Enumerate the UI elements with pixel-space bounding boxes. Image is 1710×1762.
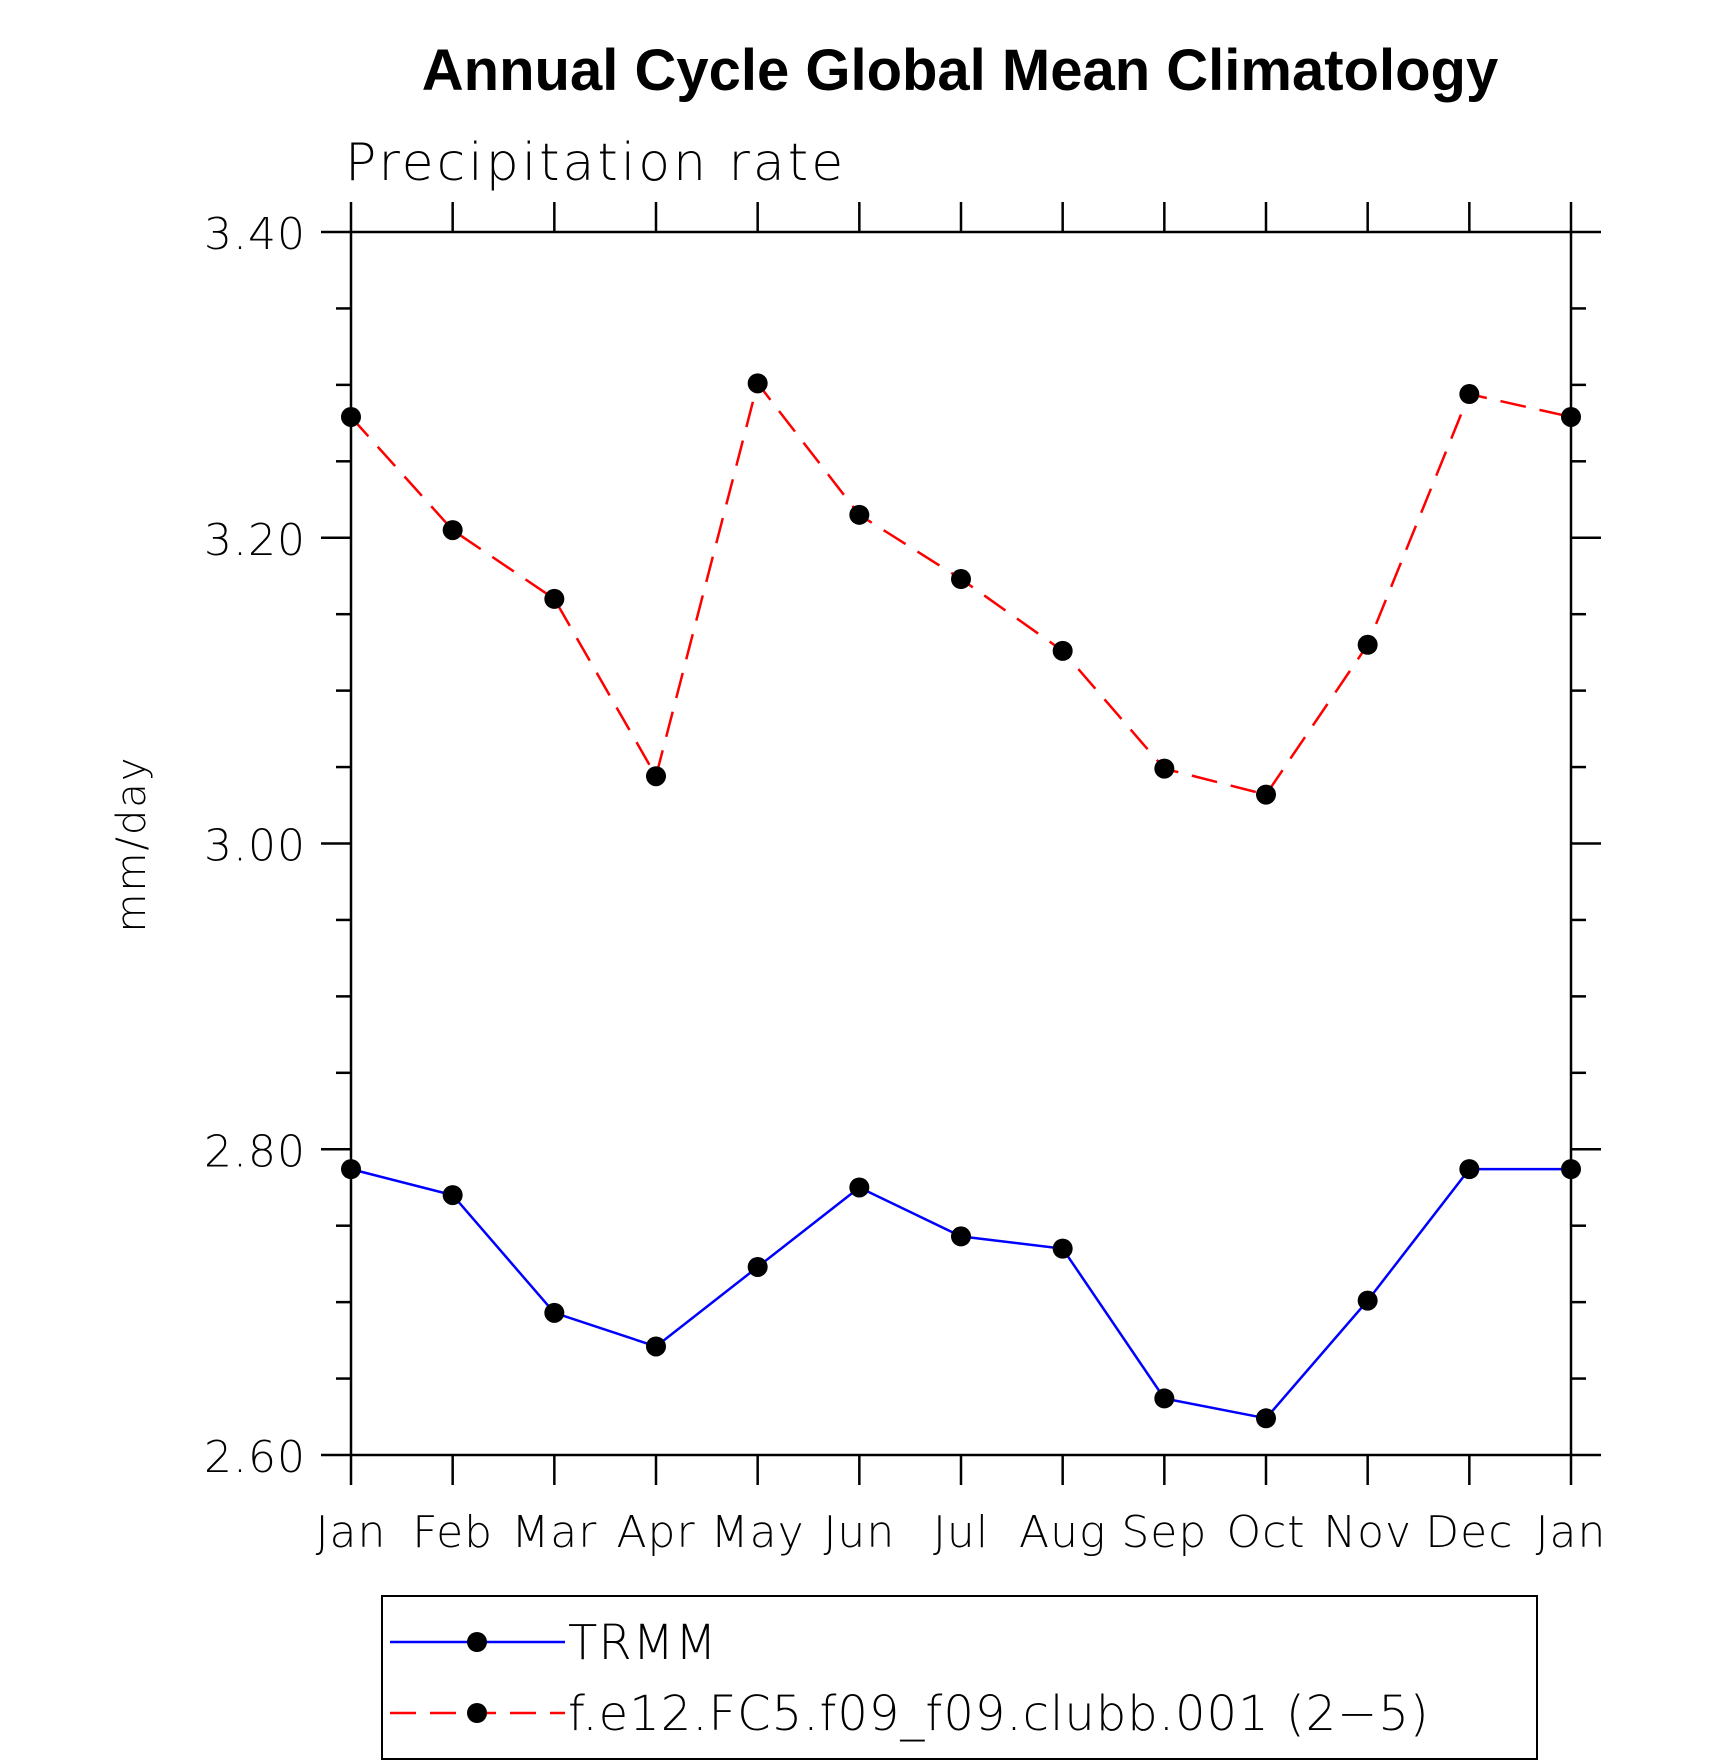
data-point bbox=[442, 1185, 463, 1206]
data-point bbox=[1459, 1159, 1480, 1180]
data-point bbox=[442, 520, 463, 541]
series-line bbox=[350, 1167, 1571, 1420]
data-point bbox=[1357, 634, 1378, 655]
y-axis-label: mm/day bbox=[109, 756, 155, 933]
data-point bbox=[1154, 758, 1175, 779]
x-tick-label: Nov bbox=[1323, 1507, 1412, 1558]
data-point bbox=[341, 1159, 361, 1180]
x-tick-label: May bbox=[711, 1507, 805, 1558]
x-tick-label: Jan bbox=[1536, 1507, 1607, 1558]
data-point bbox=[951, 1226, 971, 1247]
x-tick-label: Apr bbox=[616, 1507, 695, 1558]
data-point bbox=[951, 569, 971, 590]
data-point bbox=[1052, 640, 1073, 661]
x-tick-label: Jul bbox=[933, 1507, 989, 1558]
y-tick-label: 3.20 bbox=[204, 515, 306, 566]
legend-box bbox=[381, 1595, 1538, 1760]
data-point bbox=[646, 1336, 666, 1357]
data-point bbox=[747, 1256, 768, 1277]
data-point bbox=[1459, 384, 1480, 405]
data-point bbox=[747, 373, 768, 394]
data-point bbox=[1052, 1238, 1073, 1259]
data-point bbox=[341, 406, 361, 427]
data-point bbox=[1561, 406, 1581, 427]
y-tick-label: 2.80 bbox=[204, 1126, 306, 1177]
x-tick-label: Jun bbox=[823, 1507, 895, 1558]
data-point bbox=[1561, 1159, 1581, 1180]
legend: TRMM f.e12.FC5.f09_f09.clubb.001 (2−5) bbox=[381, 1595, 1538, 1760]
legend-marker-trmm bbox=[467, 1632, 487, 1652]
data-point bbox=[1256, 1408, 1276, 1429]
axis-tick-labels: Jan Feb Mar Apr May Jun Jul Aug Sep Oct Nov Dec Jan2… bbox=[204, 209, 1607, 1558]
data-point bbox=[646, 766, 666, 787]
y-tick-label: 3.00 bbox=[204, 821, 306, 872]
x-tick-label: Oct bbox=[1226, 1507, 1305, 1558]
x-tick-label: Sep bbox=[1121, 1507, 1207, 1558]
y-tick-label: 3.40 bbox=[204, 209, 306, 260]
data-point bbox=[849, 1177, 870, 1198]
axis-ticks bbox=[321, 202, 1601, 1485]
legend-marker-model bbox=[467, 1703, 487, 1723]
chart-title: Annual Cycle Global Mean Climatology bbox=[422, 38, 1498, 103]
legend-entry-model: f.e12.FC5.f09_f09.clubb.001 (2−5) bbox=[568, 1686, 1430, 1742]
x-tick-label: Aug bbox=[1019, 1507, 1106, 1558]
data-point bbox=[849, 504, 870, 525]
x-tick-label: Jan bbox=[316, 1507, 387, 1558]
data-point bbox=[544, 1302, 565, 1323]
data-point bbox=[1154, 1388, 1175, 1409]
y-tick-label: 2.60 bbox=[204, 1432, 306, 1483]
series-0 bbox=[341, 1159, 1581, 1429]
x-tick-label: Mar bbox=[511, 1507, 597, 1558]
plot-frame bbox=[349, 230, 1573, 1457]
series-layer bbox=[341, 373, 1581, 1429]
data-point bbox=[1357, 1290, 1378, 1311]
data-point bbox=[544, 588, 565, 609]
series-1 bbox=[341, 373, 1581, 805]
x-tick-label: Feb bbox=[412, 1507, 493, 1558]
data-point bbox=[1256, 784, 1276, 805]
legend-entry-trmm: TRMM bbox=[568, 1615, 718, 1671]
x-tick-label: Dec bbox=[1425, 1507, 1513, 1558]
plot-border bbox=[349, 230, 1573, 1457]
chart-subtitle: Precipitation rate bbox=[345, 133, 846, 193]
